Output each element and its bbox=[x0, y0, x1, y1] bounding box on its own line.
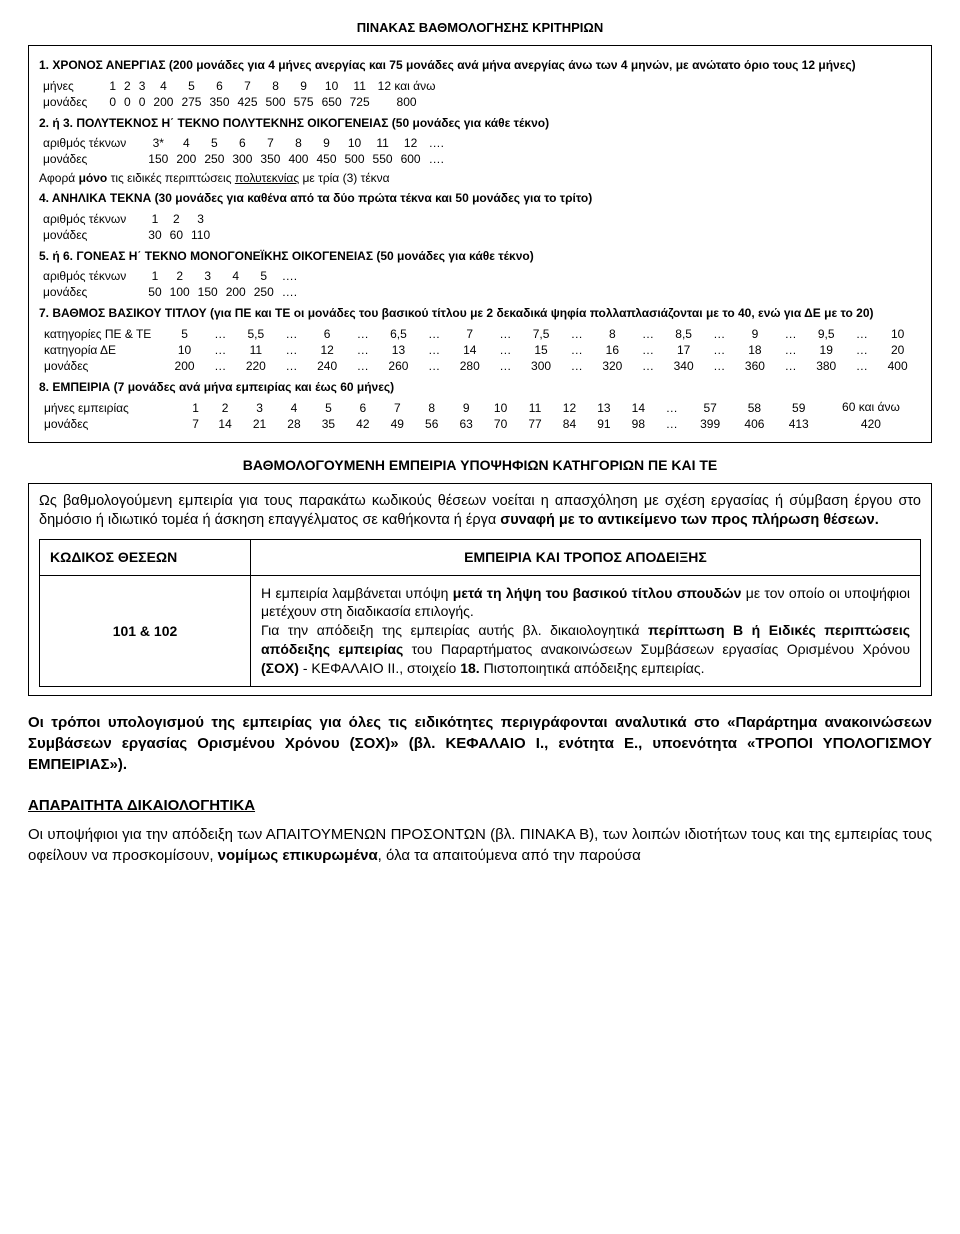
s1-row2-label: μονάδες bbox=[39, 94, 105, 110]
s5-row1-label: αριθμός τέκνων bbox=[39, 268, 144, 284]
section-7-table: κατηγορίες ΠΕ & ΤΕ 5… 5,5… 6… 6,5… 7… 7,… bbox=[39, 326, 921, 374]
experience-table: ΚΩΔΙΚΟΣ ΘΕΣΕΩΝ ΕΜΠΕΙΡΙΑ ΚΑΙ ΤΡΟΠΟΣ ΑΠΟΔΕ… bbox=[39, 539, 921, 687]
section-2-note: Αφορά μόνο τις ειδικές περιπτώσεις πολυτ… bbox=[39, 171, 921, 185]
positions-code: 101 & 102 bbox=[40, 576, 251, 686]
s8-row1-label: μήνες εμπειρίας bbox=[39, 400, 183, 416]
section-1-head: 1. ΧΡΟΝΟΣ ΑΝΕΡΓΙΑΣ (200 μονάδες για 4 μή… bbox=[39, 58, 921, 74]
col-header-1: ΚΩΔΙΚΟΣ ΘΕΣΕΩΝ bbox=[40, 540, 251, 576]
s4-row1-label: αριθμός τέκνων bbox=[39, 211, 144, 227]
s5-row2-label: μονάδες bbox=[39, 284, 144, 300]
s7-rowC-label: μονάδες bbox=[39, 358, 161, 374]
s2-row1-label: αριθμός τέκνων bbox=[39, 135, 144, 151]
section-4-head: 4. ΑΝΗΛΙΚΑ ΤΕΚΝΑ (30 μονάδες για καθένα … bbox=[39, 191, 921, 207]
section-2-head: 2. ή 3. ΠΟΛΥΤΕΚΝΟΣ Η΄ ΤΕΚΝΟ ΠΟΛΥΤΕΚΝΗΣ Ο… bbox=[39, 116, 921, 132]
experience-box: Ως βαθμολογούμενη εμπειρία για τους παρα… bbox=[28, 483, 932, 696]
s2-row2-label: μονάδες bbox=[39, 151, 144, 167]
document-page: ΠΙΝΑΚΑΣ ΒΑΘΜΟΛΟΓΗΣΗΣ ΚΡΙΤΗΡΙΩΝ 1. ΧΡΟΝΟΣ… bbox=[0, 0, 960, 906]
s7-rowB-label: κατηγορία ΔΕ bbox=[39, 342, 161, 358]
section-5-table: αριθμός τέκνων 12345…. μονάδες 501001502… bbox=[39, 268, 301, 300]
section-5-head: 5. ή 6. ΓΟΝΕΑΣ Η΄ ΤΕΚΝΟ ΜΟΝΟΓΟΝΕΪΚΗΣ ΟΙΚ… bbox=[39, 249, 921, 265]
required-docs-paragraph: Οι υποψήφιοι για την απόδειξη των ΑΠΑΙΤΟ… bbox=[28, 824, 932, 866]
s7-rowA-label: κατηγορίες ΠΕ & ΤΕ bbox=[39, 326, 161, 342]
experience-subtitle: ΒΑΘΜΟΛΟΓΟΥΜΕΝΗ ΕΜΠΕΙΡΙΑ ΥΠΟΨΗΦΙΩΝ ΚΑΤΗΓΟ… bbox=[28, 457, 932, 473]
s8-row2-label: μονάδες bbox=[39, 416, 183, 432]
s8-last-col: 60 και άνω bbox=[821, 400, 921, 416]
page-title: ΠΙΝΑΚΑΣ ΒΑΘΜΟΛΟΓΗΣΗΣ ΚΡΙΤΗΡΙΩΝ bbox=[28, 20, 932, 35]
section-1-table: μήνες 123456789101112 και άνω μονάδες 00… bbox=[39, 78, 439, 110]
col-header-2: ΕΜΠΕΙΡΙΑ ΚΑΙ ΤΡΟΠΟΣ ΑΠΟΔΕΙΞΗΣ bbox=[251, 540, 920, 576]
calc-methods-paragraph: Οι τρόποι υπολογισμού της εμπειρίας για … bbox=[28, 712, 932, 775]
s1-row1-label: μήνες bbox=[39, 78, 105, 94]
experience-text: Η εμπειρία λαμβάνεται υπόψη μετά τη λήψη… bbox=[251, 576, 920, 686]
s4-row2-label: μονάδες bbox=[39, 227, 144, 243]
section-8-head: 8. ΕΜΠΕΙΡΙΑ (7 μονάδες ανά μήνα εμπειρία… bbox=[39, 380, 921, 396]
section-7-head: 7. ΒΑΘΜΟΣ ΒΑΣΙΚΟΥ ΤΙΤΛΟΥ (για ΠΕ και ΤΕ … bbox=[39, 306, 921, 322]
section-8-table: μήνες εμπειρίας 1234567891011121314…5758… bbox=[39, 400, 921, 432]
required-docs-heading: ΑΠΑΡΑΙΤΗΤΑ ΔΙΚΑΙΟΛΟΓΗΤΙΚΑ bbox=[28, 797, 932, 814]
experience-intro: Ως βαθμολογούμενη εμπειρία για τους παρα… bbox=[39, 492, 921, 531]
criteria-box: 1. ΧΡΟΝΟΣ ΑΝΕΡΓΙΑΣ (200 μονάδες για 4 μή… bbox=[28, 45, 932, 443]
section-4-table: αριθμός τέκνων 123 μονάδες 3060110 bbox=[39, 211, 214, 243]
section-2-table: αριθμός τέκνων 3*456789101112…. μονάδες … bbox=[39, 135, 448, 167]
